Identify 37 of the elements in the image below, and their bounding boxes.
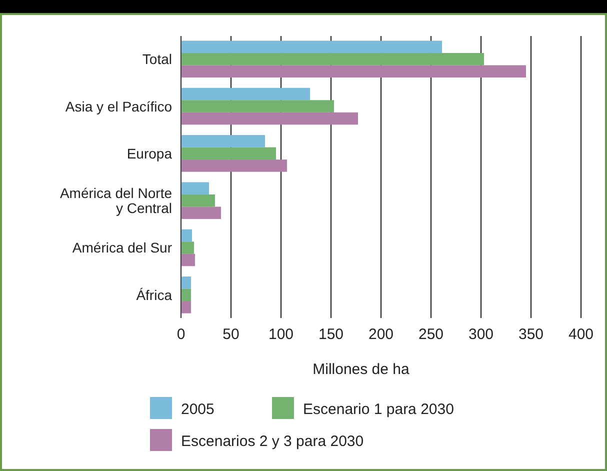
bar xyxy=(181,182,209,194)
bar xyxy=(181,88,310,100)
legend-label: Escenarios 2 y 3 para 2030 xyxy=(181,433,364,450)
bar xyxy=(181,52,484,66)
legend-label: Escenario 1 para 2030 xyxy=(303,401,454,418)
x-tick-label: 350 xyxy=(518,326,544,343)
legend-label: 2005 xyxy=(181,401,214,418)
x-tick-label: 400 xyxy=(568,326,594,343)
y-tick-label: África xyxy=(136,286,172,303)
bar xyxy=(181,135,265,148)
y-tick-label: Europa xyxy=(126,145,172,162)
bar xyxy=(181,147,276,160)
bar xyxy=(181,112,358,125)
y-tick-label: América del Sur xyxy=(72,240,172,256)
bar xyxy=(181,65,526,78)
y-tick-label: Total xyxy=(142,51,172,68)
bar xyxy=(181,229,192,242)
x-tick-label: 300 xyxy=(468,326,494,343)
x-tick-label: 100 xyxy=(268,326,294,343)
bar xyxy=(181,288,191,302)
bar xyxy=(181,40,442,53)
x-tick-label: 200 xyxy=(368,326,394,343)
bar xyxy=(181,242,194,254)
y-tick-label: Asia y el Pacífico xyxy=(65,98,172,114)
bar xyxy=(181,100,334,112)
bar xyxy=(181,276,191,289)
bar xyxy=(181,206,221,219)
y-tick-label: América del Norte y Central xyxy=(60,185,172,216)
bar xyxy=(181,301,191,314)
x-axis-title: Millones de ha xyxy=(312,361,410,378)
bar xyxy=(181,254,195,266)
x-tick-label: 250 xyxy=(418,326,444,343)
x-tick-label: 150 xyxy=(318,326,344,343)
bar xyxy=(181,194,215,207)
x-tick-label: 0 xyxy=(176,326,186,343)
bar xyxy=(181,160,287,172)
x-tick-label: 50 xyxy=(222,326,240,343)
